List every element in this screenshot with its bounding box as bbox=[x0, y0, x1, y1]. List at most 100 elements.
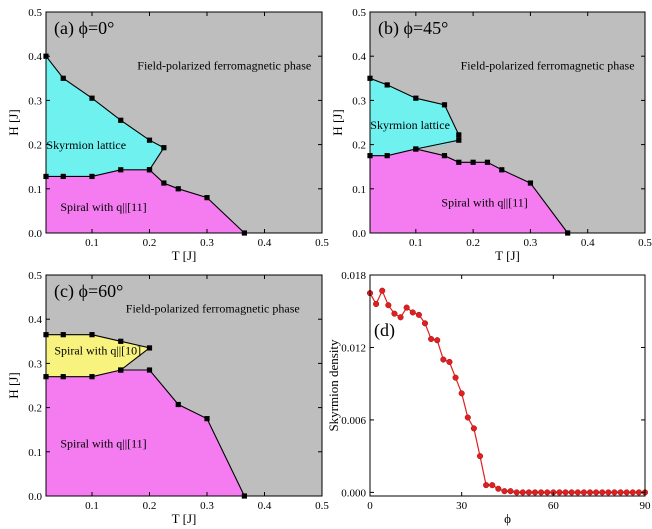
density-point bbox=[580, 489, 587, 496]
y-tick-label: 0.3 bbox=[28, 95, 42, 107]
region-label: Spiral with q||[11] bbox=[60, 436, 146, 450]
y-tick-label: 0.0 bbox=[28, 491, 42, 503]
x-tick-label: 0.5 bbox=[315, 500, 329, 512]
x-tick-label: 0.1 bbox=[85, 500, 99, 512]
region-2 bbox=[370, 149, 568, 233]
plot-frame bbox=[369, 11, 646, 234]
density-point bbox=[562, 489, 569, 496]
boundary-point bbox=[146, 345, 153, 351]
x-tick-label: 0.3 bbox=[524, 237, 538, 249]
region-2 bbox=[46, 169, 245, 233]
region-label: Skyrmion lattice bbox=[46, 138, 126, 152]
x-tick-label: 0.4 bbox=[258, 500, 272, 512]
panel-label: (b) ϕ=45° bbox=[378, 18, 448, 39]
boundary-point bbox=[413, 146, 419, 152]
x-tick-label: 0.3 bbox=[200, 500, 214, 512]
panel-b: Field-polarized ferromagnetic phase Skyrm… bbox=[330, 7, 652, 263]
y-tick-label: 0.5 bbox=[28, 270, 42, 282]
density-point bbox=[379, 287, 386, 294]
density-point bbox=[623, 489, 630, 496]
density-point bbox=[403, 304, 410, 311]
plot-frame bbox=[45, 11, 323, 234]
density-point bbox=[446, 358, 453, 366]
density-point bbox=[611, 489, 618, 496]
x-tick-label: 0.2 bbox=[143, 237, 157, 249]
region-label: Field-polarized ferromagnetic phase bbox=[126, 302, 300, 316]
y-tick-label: 0.4 bbox=[28, 51, 42, 63]
region-1 bbox=[370, 78, 459, 156]
boundary-point bbox=[384, 82, 390, 88]
region-label: Field-polarized ferromagnetic phase bbox=[137, 58, 311, 72]
boundary-point bbox=[175, 401, 181, 408]
boundary-point bbox=[161, 145, 167, 151]
y-tick-label: 0.012 bbox=[341, 342, 366, 354]
boundary-point bbox=[384, 153, 390, 159]
density-point bbox=[629, 489, 636, 496]
density-point bbox=[385, 302, 392, 309]
density-point bbox=[397, 314, 404, 321]
x-tick-label: 0.5 bbox=[315, 237, 329, 249]
x-tick-label: 0.5 bbox=[638, 237, 652, 249]
x-tick-label: 0.2 bbox=[143, 500, 157, 512]
boundary-point bbox=[470, 159, 476, 165]
boundary-point bbox=[456, 132, 462, 138]
boundary-point bbox=[89, 95, 95, 101]
boundary-point bbox=[146, 167, 153, 173]
density-point bbox=[635, 489, 642, 496]
boundary-point bbox=[60, 173, 66, 180]
panel-c: Field-polarized ferromagnetic phase Spira… bbox=[6, 270, 329, 526]
density-point bbox=[531, 489, 539, 496]
density-point bbox=[464, 414, 471, 421]
y-tick-label: 0.0 bbox=[28, 228, 42, 240]
phase-boundary bbox=[370, 148, 569, 234]
y-tick-label: 0.2 bbox=[28, 140, 42, 152]
x-axis-label: ϕ bbox=[504, 511, 511, 526]
y-tick-label: 0.5 bbox=[28, 7, 42, 19]
y-tick-label: 0.4 bbox=[352, 51, 366, 63]
region-1 bbox=[46, 334, 150, 377]
x-tick-label: 0.4 bbox=[258, 237, 272, 249]
boundary-point bbox=[89, 332, 95, 338]
density-point bbox=[605, 489, 612, 496]
density-point bbox=[556, 489, 563, 496]
density-point bbox=[428, 335, 435, 343]
boundary-point bbox=[89, 173, 95, 180]
x-tick-label: 0.1 bbox=[409, 237, 423, 249]
y-tick-label: 0.006 bbox=[341, 415, 366, 427]
density-point bbox=[568, 489, 575, 496]
x-tick-label: 30 bbox=[456, 500, 468, 512]
density-point bbox=[470, 425, 477, 432]
density-point bbox=[507, 488, 514, 495]
boundary-point bbox=[146, 367, 153, 373]
y-tick-label: 0.000 bbox=[341, 487, 366, 499]
density-point bbox=[415, 311, 422, 318]
boundary-point bbox=[175, 186, 181, 192]
x-axis-label: T [J] bbox=[172, 511, 197, 526]
boundary-point bbox=[441, 153, 448, 159]
density-point bbox=[513, 489, 520, 496]
boundary-point bbox=[413, 95, 419, 101]
panel-d: 0 30 60 90 0.000 0.006 0.012 0.018 ϕ Skyrmion den… bbox=[326, 270, 651, 526]
region-1 bbox=[46, 56, 164, 177]
y-tick-label: 0.3 bbox=[28, 358, 42, 370]
plot-frame bbox=[369, 274, 646, 497]
density-point bbox=[476, 453, 484, 460]
boundary-point bbox=[499, 167, 505, 173]
panel-a: Field-polarized ferromagnetic phase Skyrm… bbox=[6, 7, 329, 263]
boundary-point bbox=[118, 338, 124, 344]
x-tick-label: 0.4 bbox=[581, 237, 595, 249]
density-point bbox=[440, 356, 447, 363]
x-tick-label: 90 bbox=[640, 500, 652, 512]
x-tick-label: 0 bbox=[367, 500, 373, 512]
density-point bbox=[574, 489, 581, 496]
density-point bbox=[391, 310, 398, 317]
density-point bbox=[519, 489, 526, 496]
panel-label: (c) ϕ=60° bbox=[54, 281, 123, 302]
y-tick-label: 0.1 bbox=[28, 447, 42, 459]
boundary-point bbox=[484, 159, 491, 165]
density-point bbox=[373, 300, 380, 308]
y-tick-label: 0.3 bbox=[352, 95, 366, 107]
phase-boundary bbox=[46, 369, 245, 497]
density-point bbox=[421, 320, 429, 327]
